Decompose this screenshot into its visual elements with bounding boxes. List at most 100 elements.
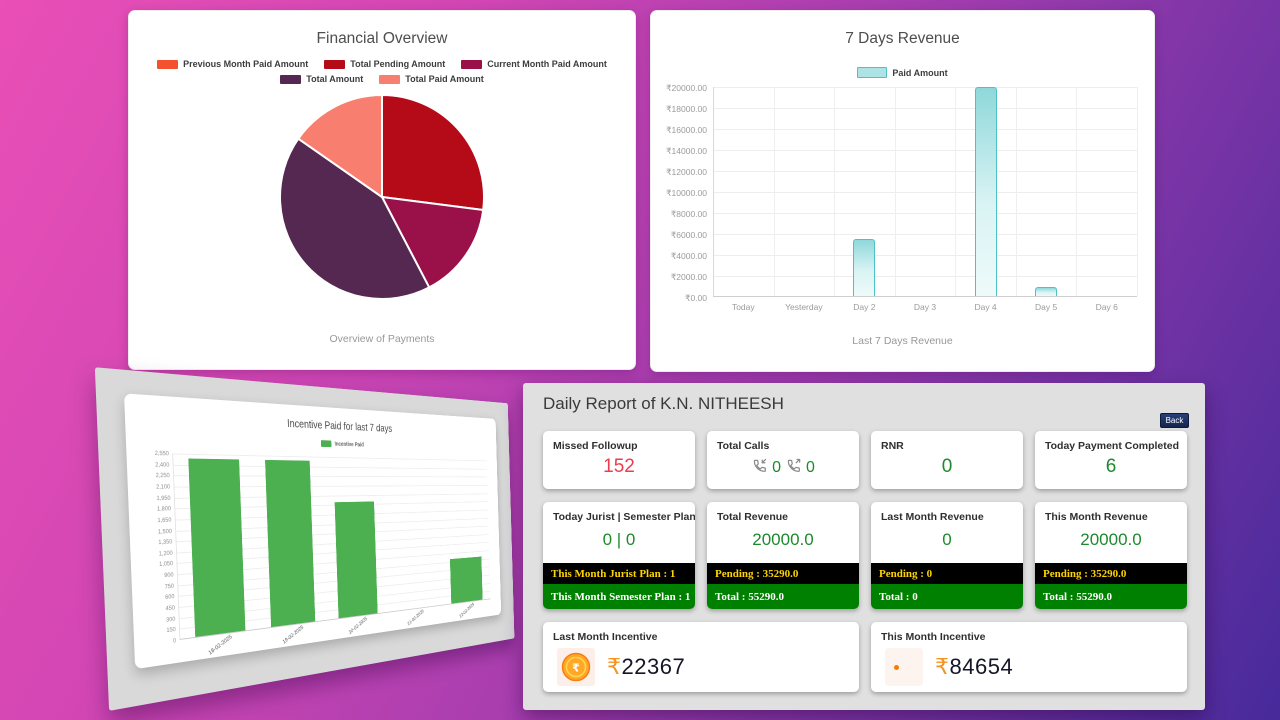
pending-banner: Pending : 35290.0 xyxy=(1035,563,1187,584)
y-tick-label: 2,250 xyxy=(155,472,170,480)
calls-counts: 0 0 xyxy=(707,457,859,479)
pending-banner: Pending : 35290.0 xyxy=(707,563,859,584)
legend-swatch xyxy=(320,440,332,448)
daily-report-title: Daily Report of K.N. NITHEESH xyxy=(543,394,784,413)
last-month-revenue-card: Last Month Revenue 0 Pending : 0 Total :… xyxy=(871,502,1023,609)
legend-item[interactable]: Total Amount xyxy=(280,74,363,84)
legend-item[interactable]: Previous Month Paid Amount xyxy=(157,59,308,69)
card-title: Missed Followup xyxy=(553,440,638,452)
legend-label: Paid Amount xyxy=(892,67,948,78)
rnr-value: 0 xyxy=(941,456,953,477)
revenue-bar xyxy=(1035,286,1058,296)
jurist-semester-value: 0 | 0 xyxy=(602,530,636,549)
rupee-symbol: ₹ xyxy=(607,654,622,679)
y-tick-label: 1,650 xyxy=(157,516,172,524)
legend-label: Previous Month Paid Amount xyxy=(183,59,309,69)
pie-caption: Overview of Payments xyxy=(329,333,435,345)
missed-followup-value: 152 xyxy=(603,456,635,477)
y-tick-label: 1,500 xyxy=(157,527,173,536)
semester-plan-banner: This Month Semester Plan : 1 xyxy=(543,584,695,609)
y-tick-label: 900 xyxy=(164,571,174,580)
legend-item[interactable]: Incentive Paid xyxy=(320,440,364,448)
y-tick-label: ₹2000.00 xyxy=(670,272,707,282)
jurist-plan-banner: This Month Jurist Plan : 1 xyxy=(543,563,695,584)
legend-label: Total Paid Amount xyxy=(405,74,484,84)
gridline xyxy=(955,87,957,296)
revenue-bar xyxy=(974,87,997,296)
incoming-calls-count: 0 xyxy=(772,459,781,476)
financial-overview-card: Financial Overview Previous Month Paid A… xyxy=(128,10,636,370)
y-tick-label: 600 xyxy=(165,593,175,602)
y-tick-label: ₹14000.00 xyxy=(666,146,707,156)
revenue-bar xyxy=(853,239,876,296)
card-title: Total Revenue xyxy=(717,511,788,523)
y-tick-label: ₹20000.00 xyxy=(666,83,707,93)
seven-days-revenue-card: 7 Days Revenue Paid Amount ₹20000.00 ₹180… xyxy=(650,10,1155,372)
bar-legend: Paid Amount xyxy=(651,67,1154,78)
pie-slice xyxy=(381,196,485,289)
gridline xyxy=(713,171,1137,172)
card-title: This Month Revenue xyxy=(1045,511,1148,523)
y-tick-label: 2,550 xyxy=(154,450,169,458)
y-tick-label: 300 xyxy=(165,615,176,624)
y-tick-label: 750 xyxy=(164,582,175,591)
pie-legend: Previous Month Paid Amount Total Pending … xyxy=(147,59,617,84)
gridline xyxy=(713,276,1137,277)
pie-slice xyxy=(279,137,431,300)
legend-swatch xyxy=(857,67,888,78)
legend-swatch xyxy=(157,59,179,69)
x-tick-label: Day 5 xyxy=(1035,302,1058,312)
legend-item[interactable]: Current Month Paid Amount xyxy=(461,59,607,69)
y-tick-label: ₹8000.00 xyxy=(670,209,707,219)
card-title: RNR xyxy=(881,440,904,452)
gridline xyxy=(713,150,1137,151)
x-tick-label: Yesterday xyxy=(785,302,823,312)
y-tick-label: 1,950 xyxy=(156,494,171,502)
legend-item[interactable]: Paid Amount xyxy=(857,67,948,78)
legend-item[interactable]: Total Paid Amount xyxy=(379,74,484,84)
incentive-chart-card: Incentive Paid for last 7 days Incentive… xyxy=(123,393,502,670)
card-title: Last Month Incentive xyxy=(553,631,658,643)
x-tick-label: Day 3 xyxy=(913,302,937,312)
jurist-semester-card: Today Jurist | Semester Plan 0 | 0 This … xyxy=(543,502,695,609)
this-month-revenue-card: This Month Revenue 20000.0 Pending : 352… xyxy=(1035,502,1187,609)
last-month-revenue-value: 0 xyxy=(942,530,952,549)
gridline xyxy=(713,87,714,296)
y-tick-label: 1,350 xyxy=(158,538,173,547)
gridline xyxy=(1076,87,1078,296)
this-month-incentive-amount: ₹84654 xyxy=(935,654,1014,679)
revenue-bar-plot xyxy=(713,87,1138,297)
daily-report-grid: Missed Followup 152 Total Calls 0 xyxy=(543,431,1187,692)
total-revenue-card: Total Revenue 20000.0 Pending : 35290.0 … xyxy=(707,502,859,609)
x-tick-label: Day 4 xyxy=(974,302,997,312)
y-tick-label: ₹18000.00 xyxy=(666,104,707,114)
y-tick-label: 1,200 xyxy=(158,549,173,558)
legend-item[interactable]: Total Pending Amount xyxy=(324,59,445,69)
legend-label: Incentive Paid xyxy=(334,441,364,448)
total-calls-card: Total Calls 0 0 xyxy=(707,431,859,489)
this-month-incentive-card: This Month Incentive ₹84654 xyxy=(871,622,1187,692)
incentive-y-axis-labels: 2,550 2,400 2,250 2,100 1,950 1,800 1,650 1,500… xyxy=(135,450,177,645)
gridline xyxy=(1137,87,1138,296)
today-payment-completed-card: Today Payment Completed 6 xyxy=(1035,431,1187,489)
missed-followup-card: Missed Followup 152 xyxy=(543,431,695,489)
gridline xyxy=(713,129,1137,130)
gridline xyxy=(713,255,1137,256)
total-banner: Total : 55290.0 xyxy=(707,584,859,609)
back-button[interactable]: Back xyxy=(1160,413,1189,428)
gridline xyxy=(834,87,836,296)
rupee-symbol: ₹ xyxy=(935,654,950,679)
incentive-bar xyxy=(188,458,246,637)
x-tick-label: Day 6 xyxy=(1095,302,1118,312)
y-tick-label: ₹10000.00 xyxy=(666,188,707,198)
incentive-panel: Incentive Paid for last 7 days Incentive… xyxy=(94,367,515,711)
last-month-incentive-card: Last Month Incentive ₹ ₹22367 xyxy=(543,622,859,692)
y-tick-label: 450 xyxy=(165,604,176,613)
broken-coin-icon xyxy=(885,648,923,686)
card-title: Today Jurist | Semester Plan xyxy=(553,511,695,523)
y-tick-label: 1,050 xyxy=(159,560,174,569)
y-tick-label: 2,100 xyxy=(155,483,171,491)
today-payment-value: 6 xyxy=(1105,456,1117,477)
financial-chart-title: Financial Overview xyxy=(316,30,448,47)
payments-pie-chart xyxy=(279,94,485,300)
